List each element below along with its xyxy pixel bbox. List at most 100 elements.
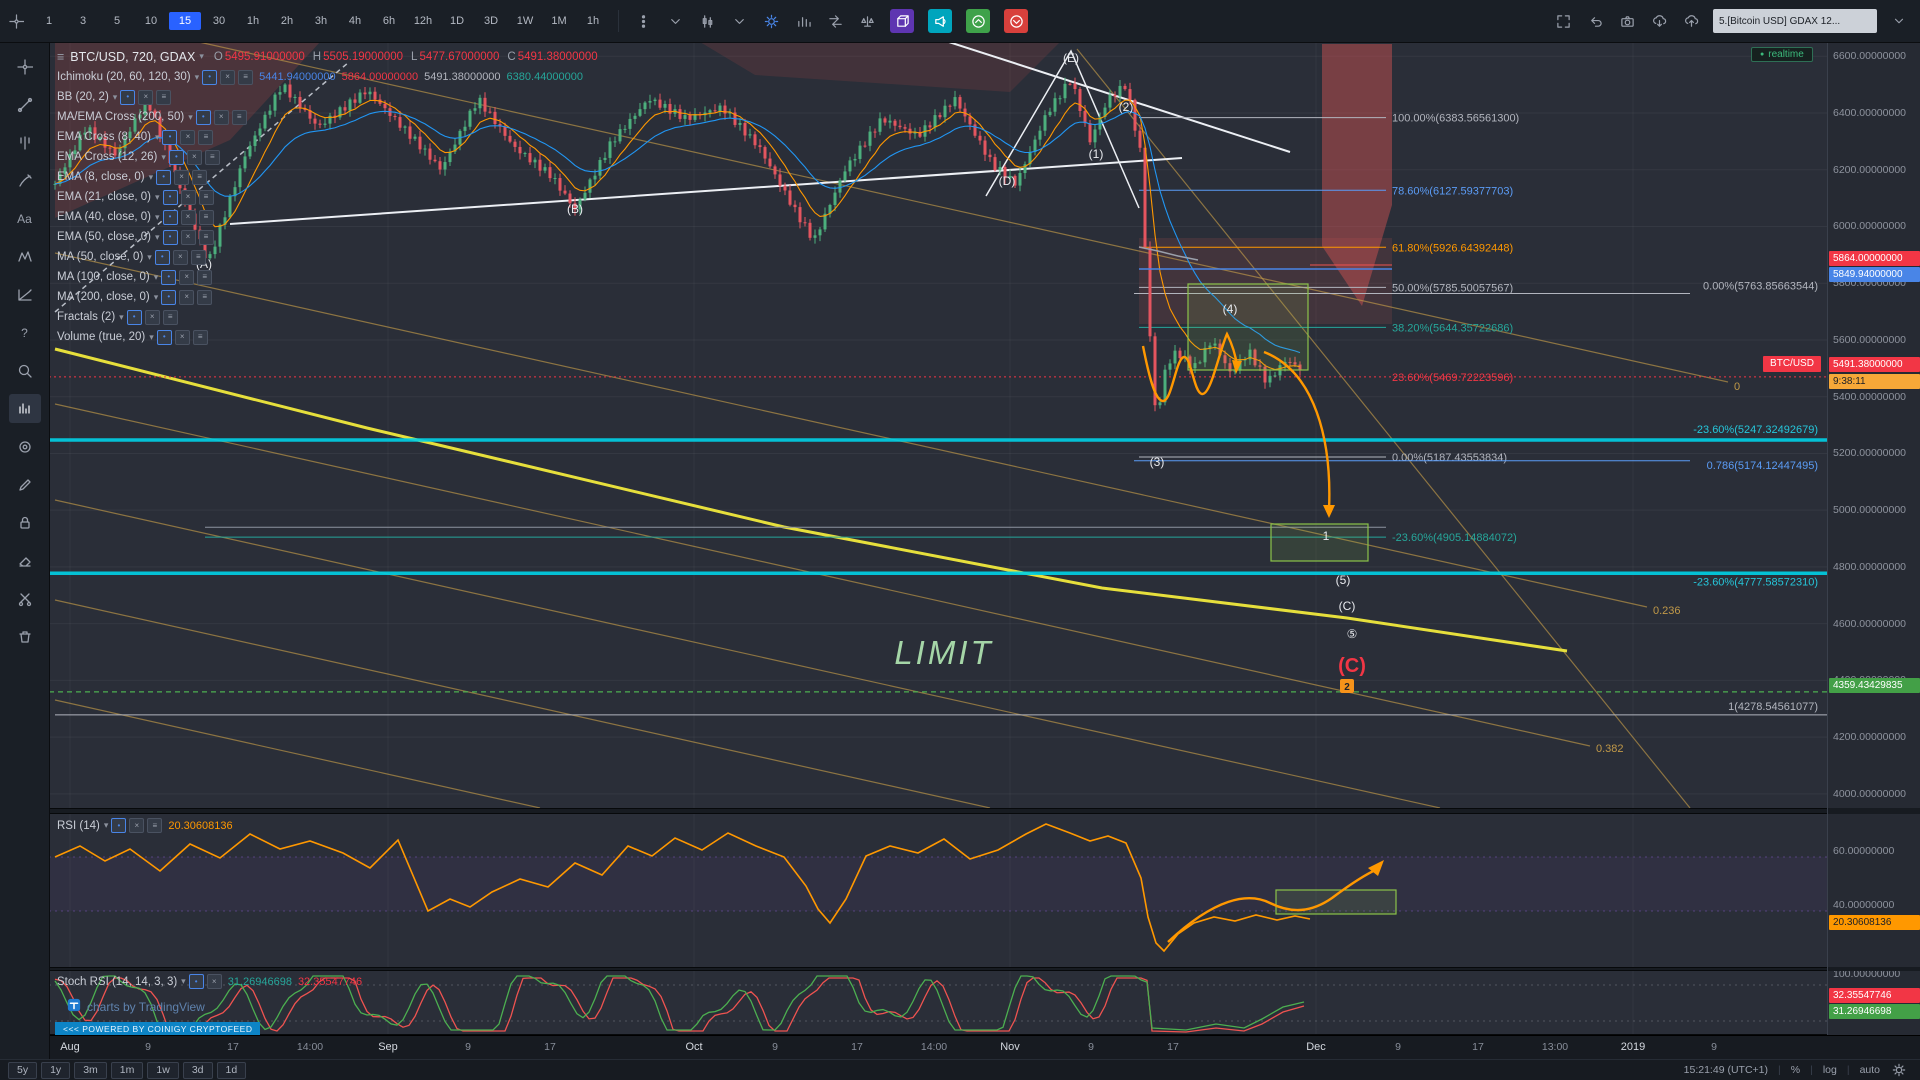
chevron-down-icon[interactable]: ▾ (181, 976, 186, 986)
interval-3-button[interactable]: 3 (79, 15, 87, 27)
indicator-settings-icon[interactable]: ≡ (238, 69, 254, 85)
indicator-close-icon[interactable]: × (213, 109, 229, 125)
magnet-tool[interactable] (9, 584, 41, 613)
indicator-toggle-icon[interactable]: • (162, 209, 178, 225)
indicator-name[interactable]: EMA (21, close, 0) (57, 191, 151, 203)
indicator-name[interactable]: MA (50, close, 0) (57, 251, 144, 263)
more-intervals-icon[interactable] (630, 8, 656, 34)
indicator-toggle-icon[interactable]: • (162, 229, 178, 245)
interval-30-button[interactable]: 30 (212, 15, 226, 27)
interval-3D-button[interactable]: 3D (483, 15, 499, 27)
range-3d-button[interactable]: 3d (182, 1061, 213, 1079)
text-tool[interactable]: Aa (17, 211, 32, 226)
tradingview-watermark[interactable]: charts by TradingView (67, 998, 205, 1015)
indicator-close-icon[interactable]: × (172, 249, 188, 265)
zoom-tool[interactable] (9, 356, 41, 385)
fullscreen-icon[interactable] (1550, 8, 1576, 34)
widgets-cube-button[interactable] (890, 9, 914, 33)
chevron-down-icon[interactable]: ▾ (194, 71, 200, 82)
interval-menu-chevron-icon[interactable] (662, 8, 688, 34)
interval-1h-button[interactable]: 1h (246, 15, 260, 27)
forecast-tool[interactable] (9, 280, 41, 309)
chevron-down-icon[interactable]: ▾ (153, 291, 159, 302)
indicator-close-icon[interactable]: × (144, 309, 160, 325)
indicator-close-icon[interactable]: × (206, 974, 222, 989)
interval-5-button[interactable]: 5 (113, 15, 121, 27)
remove-drawings-tool[interactable] (9, 622, 41, 651)
indicator-toggle-icon[interactable]: • (126, 309, 142, 325)
settings-gear-icon[interactable] (1890, 1061, 1908, 1079)
indicator-close-icon[interactable]: × (186, 149, 202, 165)
indicator-name[interactable]: EMA (50, close, 0) (57, 231, 151, 243)
chevron-down-icon[interactable]: ▾ (149, 331, 154, 342)
indicator-close-icon[interactable]: × (129, 818, 145, 833)
indicator-close-icon[interactable]: × (179, 269, 195, 285)
indicator-close-icon[interactable]: × (180, 209, 196, 225)
interval-4h-button[interactable]: 4h (348, 15, 362, 27)
indicator-settings-icon[interactable]: ≡ (198, 189, 214, 205)
interval-3h-button[interactable]: 3h (314, 15, 328, 27)
indicator-settings-icon[interactable]: ≡ (198, 209, 214, 225)
indicator-name[interactable]: EMA Cross (8, 40) (57, 131, 151, 143)
cloud-save-icon[interactable] (1678, 8, 1704, 34)
alerts-megaphone-button[interactable] (928, 9, 952, 33)
chevron-down-icon[interactable]: ▾ (154, 211, 160, 222)
snapshot-camera-icon[interactable] (1614, 8, 1640, 34)
indicator-settings-icon[interactable]: ≡ (198, 229, 214, 245)
realtime-badge[interactable]: ● realtime (1751, 47, 1813, 62)
indicator-settings-icon[interactable]: ≡ (190, 249, 206, 265)
menu-icon[interactable]: ≡ (57, 49, 65, 64)
annotation-pencil-tool[interactable] (9, 470, 41, 499)
chevron-down-icon[interactable]: ▾ (103, 820, 109, 830)
indicator-settings-icon[interactable]: ≡ (147, 818, 163, 833)
indicator-settings-icon[interactable]: ≡ (156, 89, 172, 105)
stoch-title[interactable]: Stoch RSI (14, 14, 3, 3) (57, 975, 178, 988)
indicator-toggle-icon[interactable]: • (161, 289, 177, 305)
symbol-select[interactable]: 5.[Bitcoin USD] GDAX 12... (1713, 9, 1877, 33)
candle-style-icon[interactable] (694, 8, 720, 34)
price-axis[interactable]: 6600.00000000 6400.00000000 6200.00000000 6… (1827, 42, 1920, 1035)
lock-tool[interactable] (9, 508, 41, 537)
interval-1D-button[interactable]: 1D (449, 15, 465, 27)
eraser-tool[interactable] (9, 546, 41, 575)
chevron-down-icon[interactable]: ▾ (112, 91, 118, 102)
chevron-down-icon[interactable] (1886, 8, 1912, 34)
pattern-tool[interactable] (9, 242, 41, 271)
interval-2h-button[interactable]: 2h (280, 15, 294, 27)
indicator-name[interactable]: Volume (true, 20) (57, 331, 146, 343)
range-1y-button[interactable]: 1y (41, 1061, 71, 1079)
chart-area[interactable]: 0 0.236 0.382 100.00%(6383.56561300) 78.60%(… (49, 42, 1827, 1035)
indicator-name[interactable]: EMA (40, close, 0) (57, 211, 151, 223)
interval-1W-button[interactable]: 1W (516, 15, 534, 27)
indicator-settings-icon[interactable]: ≡ (204, 149, 220, 165)
chevron-down-icon[interactable]: ▾ (153, 271, 159, 282)
indicator-settings-icon[interactable]: ≡ (198, 129, 214, 145)
indicator-toggle-icon[interactable]: • (202, 69, 218, 85)
chevron-down-icon[interactable]: ▾ (147, 251, 152, 262)
chevron-down-icon[interactable]: ▾ (148, 171, 154, 182)
indicator-close-icon[interactable]: × (174, 169, 190, 185)
interval-1-button[interactable]: 1 (45, 15, 53, 27)
templates-icon[interactable] (854, 8, 880, 34)
indicator-close-icon[interactable]: × (138, 89, 154, 105)
indicator-toggle-icon[interactable]: • (162, 129, 178, 145)
interval-15-button[interactable]: 15 (169, 12, 201, 30)
indicator-close-icon[interactable]: × (174, 329, 190, 345)
auto-scale-button[interactable]: auto (1859, 1064, 1880, 1076)
pitchfork-tool[interactable] (9, 128, 41, 157)
range-1w-button[interactable]: 1w (147, 1061, 179, 1079)
indicator-toggle-icon[interactable]: • (195, 109, 211, 125)
indicator-settings-icon[interactable]: ≡ (231, 109, 247, 125)
indicator-settings-icon[interactable]: ≡ (192, 169, 208, 185)
chevron-down-icon[interactable]: ▾ (154, 131, 160, 142)
symbol-title[interactable]: BTC/USD, 720, GDAX (70, 49, 196, 64)
compare-icon[interactable] (822, 8, 848, 34)
rsi-title[interactable]: RSI (14) (57, 819, 100, 832)
indicator-toggle-icon[interactable]: • (154, 249, 170, 265)
indicator-toggle-icon[interactable]: • (162, 189, 178, 205)
indicator-name[interactable]: MA (200, close, 0) (57, 291, 150, 303)
sell-button[interactable] (1004, 9, 1028, 33)
chevron-down-icon[interactable]: ▾ (161, 151, 166, 162)
indicator-close-icon[interactable]: × (220, 69, 236, 85)
indicator-toggle-icon[interactable]: • (161, 269, 177, 285)
